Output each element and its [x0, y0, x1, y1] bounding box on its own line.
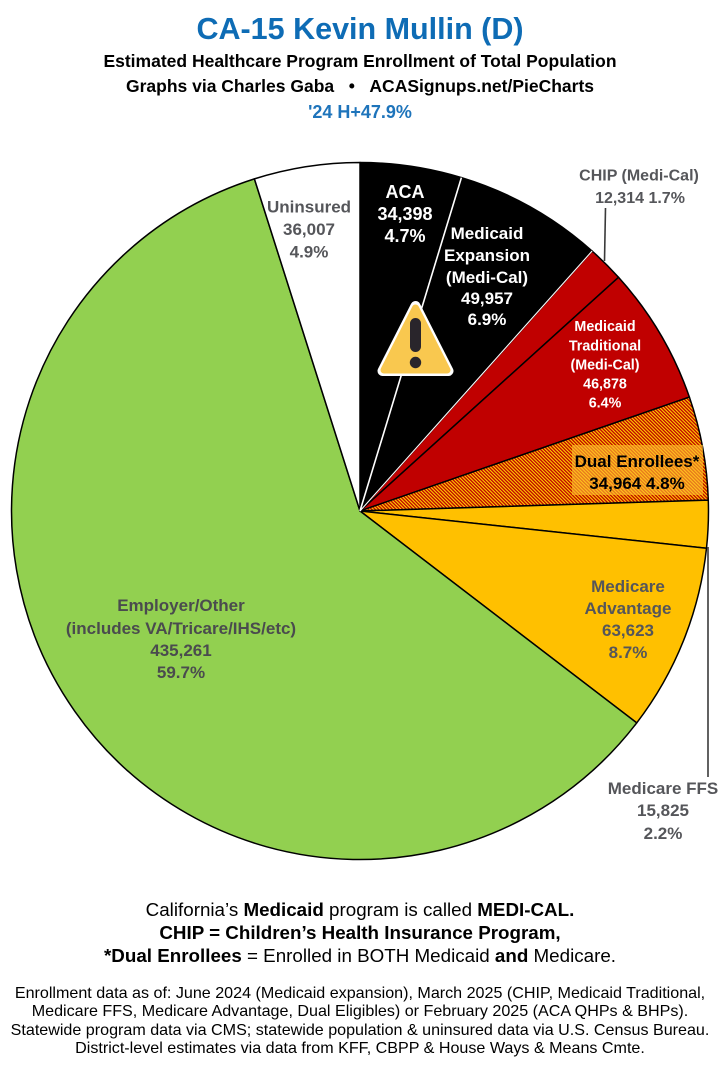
- svg-text:49,957: 49,957: [461, 289, 513, 308]
- svg-text:59.7%: 59.7%: [157, 663, 205, 682]
- svg-text:2.2%: 2.2%: [644, 824, 683, 843]
- svg-text:Expansion: Expansion: [444, 246, 530, 265]
- svg-text:Medicare: Medicare: [591, 577, 665, 596]
- svg-text:12,314 1.7%: 12,314 1.7%: [595, 190, 685, 207]
- svg-text:6.4%: 6.4%: [589, 396, 622, 412]
- svg-text:435,261: 435,261: [150, 641, 211, 660]
- svg-text:Employer/Other: Employer/Other: [117, 596, 245, 615]
- svg-text:Medicaid: Medicaid: [574, 319, 635, 335]
- svg-text:6.9%: 6.9%: [468, 310, 507, 329]
- svg-text:63,623: 63,623: [602, 621, 654, 640]
- svg-text:Medicaid: Medicaid: [451, 224, 524, 243]
- svg-text:CHIP (Medi-Cal): CHIP (Medi-Cal): [579, 168, 699, 185]
- svg-text:Medicare FFS: Medicare FFS: [608, 779, 719, 798]
- svg-text:36,007: 36,007: [283, 220, 335, 239]
- svg-text:4.9%: 4.9%: [290, 243, 329, 262]
- svg-text:34,964 4.8%: 34,964 4.8%: [589, 474, 684, 493]
- svg-text:15,825: 15,825: [637, 801, 689, 820]
- svg-text:34,398: 34,398: [377, 204, 432, 224]
- svg-text:Dual Enrollees*: Dual Enrollees*: [575, 452, 700, 471]
- svg-text:Uninsured: Uninsured: [267, 198, 351, 217]
- svg-text:(Medi-Cal): (Medi-Cal): [446, 268, 528, 287]
- svg-text:Traditional: Traditional: [569, 339, 641, 355]
- svg-text:(includes VA/Tricare/IHS/etc): (includes VA/Tricare/IHS/etc): [66, 619, 296, 638]
- svg-text:ACA: ACA: [386, 182, 425, 202]
- svg-text:4.7%: 4.7%: [384, 226, 425, 246]
- svg-text:(Medi-Cal): (Medi-Cal): [570, 358, 639, 374]
- svg-text:Advantage: Advantage: [585, 599, 672, 618]
- svg-text:8.7%: 8.7%: [609, 643, 648, 662]
- svg-text:46,878: 46,878: [583, 377, 627, 393]
